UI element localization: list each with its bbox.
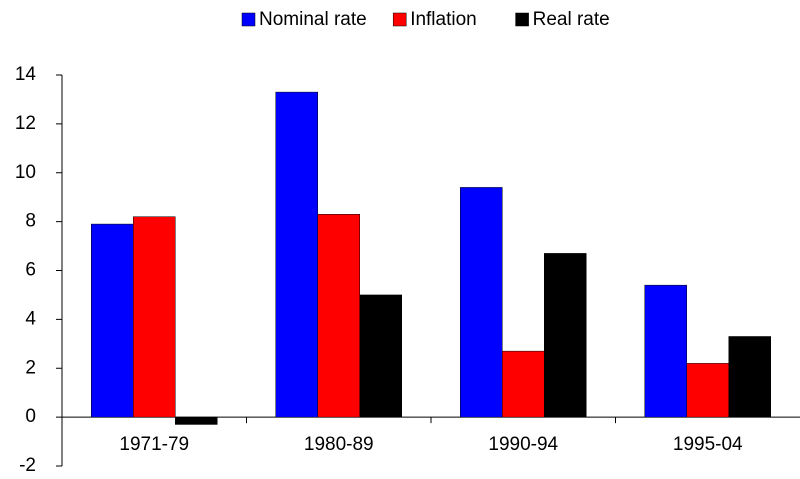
y-tick-label: 6 bbox=[25, 260, 36, 281]
bar bbox=[686, 363, 729, 418]
bar bbox=[275, 91, 318, 418]
y-tick-label: 14 bbox=[15, 64, 37, 85]
y-tick-label: 0 bbox=[25, 406, 36, 427]
bar bbox=[728, 336, 771, 418]
x-tick-label: 1971-79 bbox=[119, 434, 189, 455]
y-tick-label: 8 bbox=[25, 211, 36, 232]
legend-label: Inflation bbox=[410, 9, 477, 30]
bar bbox=[544, 253, 587, 418]
legend-swatch bbox=[392, 12, 407, 27]
bar bbox=[175, 416, 218, 425]
bar bbox=[502, 350, 545, 418]
legend-label: Nominal rate bbox=[259, 9, 367, 30]
bar bbox=[133, 216, 176, 418]
legend-swatch bbox=[241, 12, 256, 27]
legend-swatch bbox=[515, 12, 529, 27]
legend-label: Real rate bbox=[533, 9, 610, 30]
y-tick-label: 10 bbox=[15, 162, 36, 183]
bar bbox=[91, 223, 134, 418]
x-tick-label: 1995-04 bbox=[673, 434, 743, 455]
x-tick-label: 1980-89 bbox=[304, 434, 374, 455]
y-tick-label: 2 bbox=[25, 357, 36, 378]
y-tick-label: 12 bbox=[15, 113, 36, 134]
y-tick-label: -2 bbox=[19, 455, 36, 476]
bar bbox=[460, 187, 503, 418]
x-tick-label: 1990-94 bbox=[488, 434, 558, 455]
y-tick-label: 4 bbox=[25, 308, 36, 329]
bar bbox=[317, 214, 360, 418]
bar bbox=[359, 294, 402, 418]
bar bbox=[644, 284, 687, 418]
